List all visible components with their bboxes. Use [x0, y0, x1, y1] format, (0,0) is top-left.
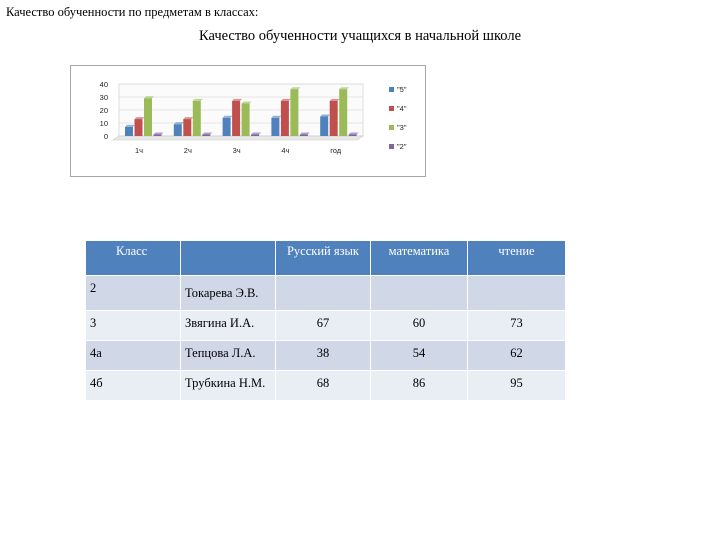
bar-chart: 40 30 20 10 0 1ч 2ч 3ч 4ч год "5" "4" "3" "2" — [100, 80, 407, 155]
bar-top — [271, 115, 282, 118]
cell-teacher: Трубкина Н.М. — [180, 370, 276, 401]
bar — [290, 89, 299, 136]
bar — [329, 100, 338, 136]
cell-math: 86 — [370, 370, 468, 401]
y-tick-label: 10 — [100, 119, 108, 128]
header-teacher — [180, 240, 276, 276]
cell-russian — [275, 275, 371, 311]
cell-reading: 95 — [467, 370, 566, 401]
table-header-row: Класс Русский язык математика чтение — [85, 240, 566, 276]
header-class: Класс — [85, 240, 181, 276]
bar — [125, 126, 133, 136]
bar-top — [299, 132, 310, 135]
bar-top — [280, 98, 291, 101]
header-russian: Русский язык — [275, 240, 371, 276]
bar-top — [125, 124, 135, 127]
bar-top — [173, 122, 184, 125]
y-tick-label: 30 — [100, 93, 108, 102]
legend-label: "3" — [397, 123, 407, 132]
grades-table: Класс Русский язык математика чтение 2 Т… — [85, 240, 566, 401]
plot-floor — [112, 135, 364, 141]
bar — [320, 116, 329, 136]
bar — [299, 134, 308, 136]
bar — [280, 100, 289, 136]
y-tick-label: 40 — [100, 80, 108, 89]
page-heading: Качество обученности по предметам в клас… — [6, 5, 259, 19]
bar — [144, 98, 152, 136]
header-math: математика — [370, 240, 468, 276]
bar-top — [320, 114, 331, 117]
legend-label: "5" — [397, 85, 407, 94]
bar — [183, 119, 192, 136]
bar — [192, 100, 201, 136]
chart-title: Качество обученности учащихся в начально… — [198, 28, 522, 44]
cell-reading — [467, 275, 566, 311]
cell-math — [370, 275, 468, 311]
legend-label: "2" — [397, 142, 407, 151]
cell-class: 2 — [85, 275, 181, 311]
x-tick-label: 1ч — [135, 146, 143, 155]
cell-teacher: Звягина И.А. — [180, 310, 276, 341]
y-tick-label: 20 — [100, 106, 108, 115]
cell-math: 60 — [370, 310, 468, 341]
cell-reading: 73 — [467, 310, 566, 341]
chart-container: 40 30 20 10 0 1ч 2ч 3ч 4ч год "5" "4" "3" "2" — [70, 65, 426, 177]
bar — [222, 117, 231, 136]
x-tick-label: год — [330, 146, 342, 155]
legend-swatch — [389, 106, 394, 111]
cell-reading: 62 — [467, 340, 566, 371]
y-tick-label: 0 — [104, 132, 108, 141]
bar — [339, 89, 348, 136]
bar-top — [144, 96, 154, 99]
bar-top — [348, 132, 359, 135]
cell-math: 54 — [370, 340, 468, 371]
bar-top — [183, 117, 194, 120]
bar — [153, 134, 162, 136]
cell-class: 4б — [85, 370, 181, 401]
table-row: 2 Токарева Э.В. — [85, 275, 566, 311]
bar-top — [192, 98, 203, 101]
cell-russian: 67 — [275, 310, 371, 341]
x-tick-label: 3ч — [233, 146, 241, 155]
bar-top — [153, 132, 164, 135]
bar — [271, 117, 280, 136]
bar — [241, 103, 250, 136]
bar-top — [241, 101, 252, 104]
bar — [232, 100, 241, 136]
cell-class: 3 — [85, 310, 181, 341]
legend-label: "4" — [397, 104, 407, 113]
bar-top — [134, 117, 145, 120]
bar — [348, 134, 357, 136]
table-row: 3 Звягина И.А. 67 60 73 — [85, 310, 566, 341]
bar-top — [222, 115, 233, 118]
bar-top — [339, 87, 350, 90]
bar — [202, 134, 211, 136]
cell-russian: 68 — [275, 370, 371, 401]
x-tick-label: 4ч — [281, 146, 289, 155]
table-row: 4б Трубкина Н.М. 68 86 95 — [85, 370, 566, 401]
bar — [134, 119, 143, 136]
legend-swatch — [389, 87, 394, 92]
cell-teacher: Тепцова Л.А. — [180, 340, 276, 371]
bar-top — [232, 98, 243, 101]
bar — [251, 134, 260, 136]
cell-teacher: Токарева Э.В. — [180, 275, 276, 311]
bar-top — [202, 132, 213, 135]
table-row: 4а Тепцова Л.А. 38 54 62 — [85, 340, 566, 371]
legend-swatch — [389, 125, 394, 130]
cell-class: 4а — [85, 340, 181, 371]
x-tick-label: 2ч — [184, 146, 192, 155]
bar-top — [329, 98, 340, 101]
header-reading: чтение — [467, 240, 566, 276]
bar-top — [251, 132, 262, 135]
bar — [173, 124, 182, 136]
bar-top — [290, 87, 301, 90]
cell-russian: 38 — [275, 340, 371, 371]
legend-swatch — [389, 144, 394, 149]
